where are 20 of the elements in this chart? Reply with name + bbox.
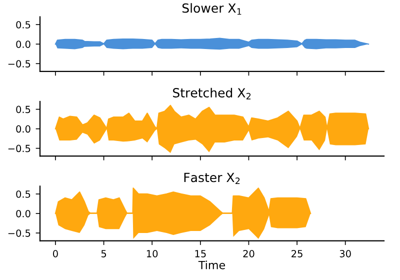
x-tick-label: 30 xyxy=(340,250,351,258)
x-tick-label: 25 xyxy=(292,250,302,258)
chart-title: Slower X$_{1}$ xyxy=(182,3,242,15)
y-tick-label: 0.5 xyxy=(16,106,30,114)
x-tick-label: 0 xyxy=(53,250,58,258)
x-tick-label: 5 xyxy=(101,250,106,258)
x-tick-label: 20 xyxy=(243,250,254,258)
y-tick-label: 0.0 xyxy=(16,125,30,133)
y-tick-label: 0.5 xyxy=(16,190,30,198)
x-axis-title: Time xyxy=(198,260,225,270)
y-tick-label: −0.5 xyxy=(8,144,30,152)
x-tick-label: 10 xyxy=(146,250,158,258)
y-tick-label: 0.0 xyxy=(16,210,30,218)
y-tick-label: −0.5 xyxy=(8,60,30,68)
x-tick-label: 15 xyxy=(195,250,206,258)
y-tick-label: 0.5 xyxy=(16,21,30,28)
chart-title: Faster X$_{2}$ xyxy=(184,172,240,184)
y-tick-label: 0.0 xyxy=(16,40,30,48)
y-tick-label: −0.5 xyxy=(8,229,30,237)
chart-title: Stretched X$_{2}$ xyxy=(173,88,251,100)
